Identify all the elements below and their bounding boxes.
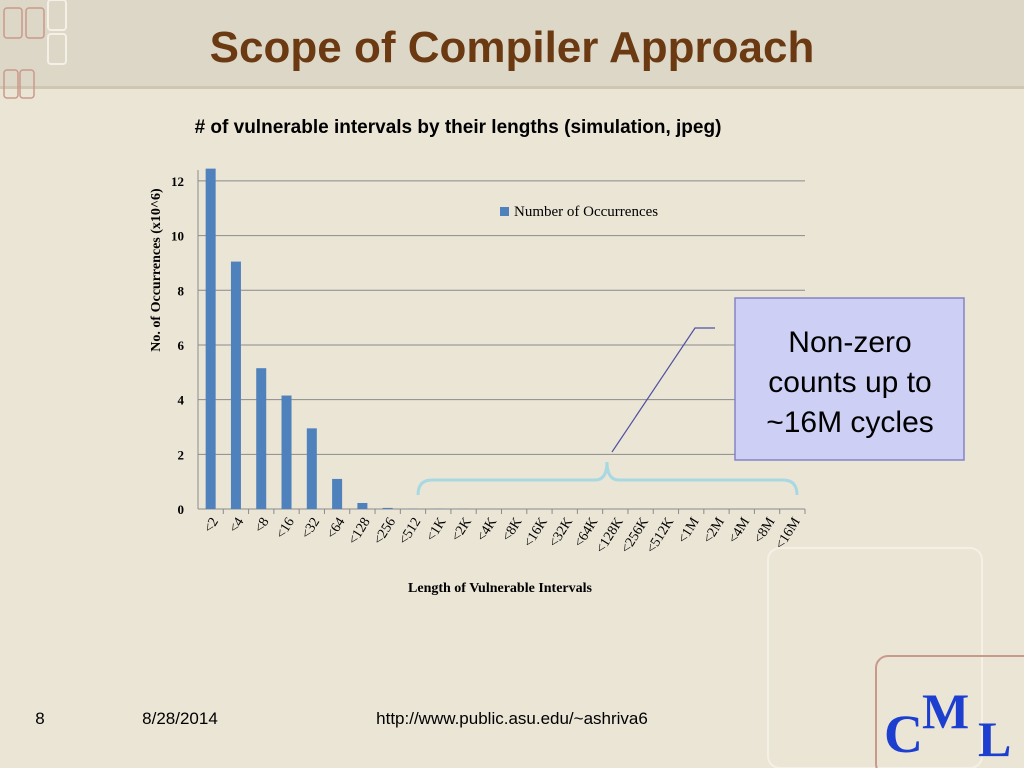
legend-swatch	[500, 207, 509, 216]
footer-url: http://www.public.asu.edu/~ashriva6	[376, 709, 648, 728]
callout-box	[734, 297, 965, 461]
footer-date: 8/28/2014	[142, 709, 218, 728]
y-tick-label: 6	[178, 338, 185, 353]
y-tick-label: 8	[178, 283, 185, 298]
logo-letter: M	[922, 683, 969, 739]
callout-pointer	[611, 327, 715, 453]
title-band	[0, 0, 1024, 86]
title-rule	[0, 86, 1024, 89]
bar	[205, 168, 216, 510]
bar	[357, 502, 368, 509]
chart-title: # of vulnerable intervals by their lengt…	[195, 117, 722, 138]
bar	[382, 507, 393, 509]
logo-letter: L	[978, 711, 1011, 767]
logo-letter: C	[884, 704, 923, 764]
y-tick-label: 2	[178, 447, 185, 462]
bar	[230, 261, 241, 509]
bar	[306, 428, 317, 509]
bar	[256, 368, 267, 509]
y-tick-label: 10	[171, 229, 184, 244]
bar	[281, 395, 292, 509]
y-tick-label: 4	[178, 393, 185, 408]
y-tick-label: 12	[171, 174, 184, 189]
x-tick-label: <8	[252, 515, 273, 536]
callout-line: Non-zero	[788, 326, 911, 359]
legend-label: Number of Occurrences	[514, 204, 658, 220]
callout-line: counts up to	[768, 366, 931, 399]
y-axis-label: No. of Occurrences (x10^6)	[149, 188, 164, 352]
decoration	[875, 655, 1024, 768]
page-number: 8	[35, 709, 44, 728]
brace	[416, 461, 799, 496]
y-tick-label: 0	[178, 502, 185, 517]
bar	[332, 478, 343, 509]
decoration	[47, 0, 983, 768]
x-axis-label: Length of Vulnerable Intervals	[408, 581, 593, 596]
slide-title: Scope of Compiler Approach	[210, 23, 815, 72]
callout-line: ~16M cycles	[766, 406, 934, 439]
decoration	[3, 7, 45, 99]
x-tick-label: <4	[227, 515, 248, 536]
x-tick-label: <2	[201, 515, 222, 536]
